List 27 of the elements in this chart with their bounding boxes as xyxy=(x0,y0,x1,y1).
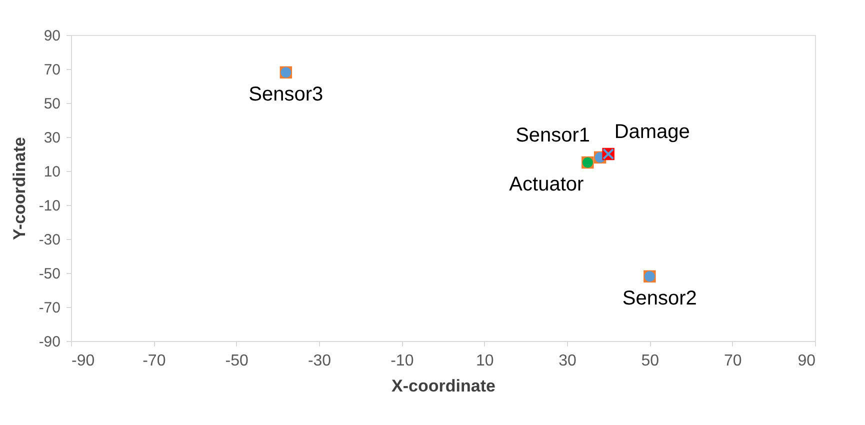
y-tick-label: -70 xyxy=(38,300,60,316)
x-tick-label: 70 xyxy=(724,352,742,370)
annotation: Damage xyxy=(614,121,690,143)
x-tick-label: -90 xyxy=(72,352,95,370)
y-tick-label: -10 xyxy=(38,198,60,214)
y-tick-label: 90 xyxy=(44,28,60,44)
x-tick-label: 30 xyxy=(558,352,576,370)
x-tick-label: 50 xyxy=(641,352,660,370)
x-tick-label: -10 xyxy=(390,352,414,370)
y-axis-title: Y-coordinate xyxy=(10,137,29,240)
annotation: Sensor2 xyxy=(622,287,697,310)
y-tick-label: 10 xyxy=(44,164,60,180)
x-tick-label: -50 xyxy=(225,352,248,370)
x-tick-label: -70 xyxy=(142,352,166,370)
y-tick-label: -90 xyxy=(38,334,60,350)
x-tick-label: 10 xyxy=(476,352,494,370)
y-tick-label: 30 xyxy=(44,130,60,146)
x-tick-label: 90 xyxy=(798,352,816,370)
annotation: Sensor1 xyxy=(516,124,590,146)
y-tick-label: -30 xyxy=(38,232,60,248)
x-tick-label: -30 xyxy=(308,352,332,370)
annotation: Actuator xyxy=(509,174,584,196)
y-tick-label: 50 xyxy=(44,96,60,112)
x-axis-title: X-coordinate xyxy=(392,376,496,396)
y-tick-label: 70 xyxy=(44,62,60,78)
annotation: Sensor3 xyxy=(248,83,324,106)
y-tick-label: -50 xyxy=(38,266,60,282)
